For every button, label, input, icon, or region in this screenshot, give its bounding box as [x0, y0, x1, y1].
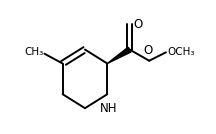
Text: OCH₃: OCH₃ — [167, 47, 195, 57]
Polygon shape — [107, 47, 131, 64]
Text: O: O — [134, 18, 143, 31]
Text: O: O — [143, 44, 152, 57]
Text: NH: NH — [100, 102, 118, 115]
Text: CH₃: CH₃ — [25, 47, 44, 57]
